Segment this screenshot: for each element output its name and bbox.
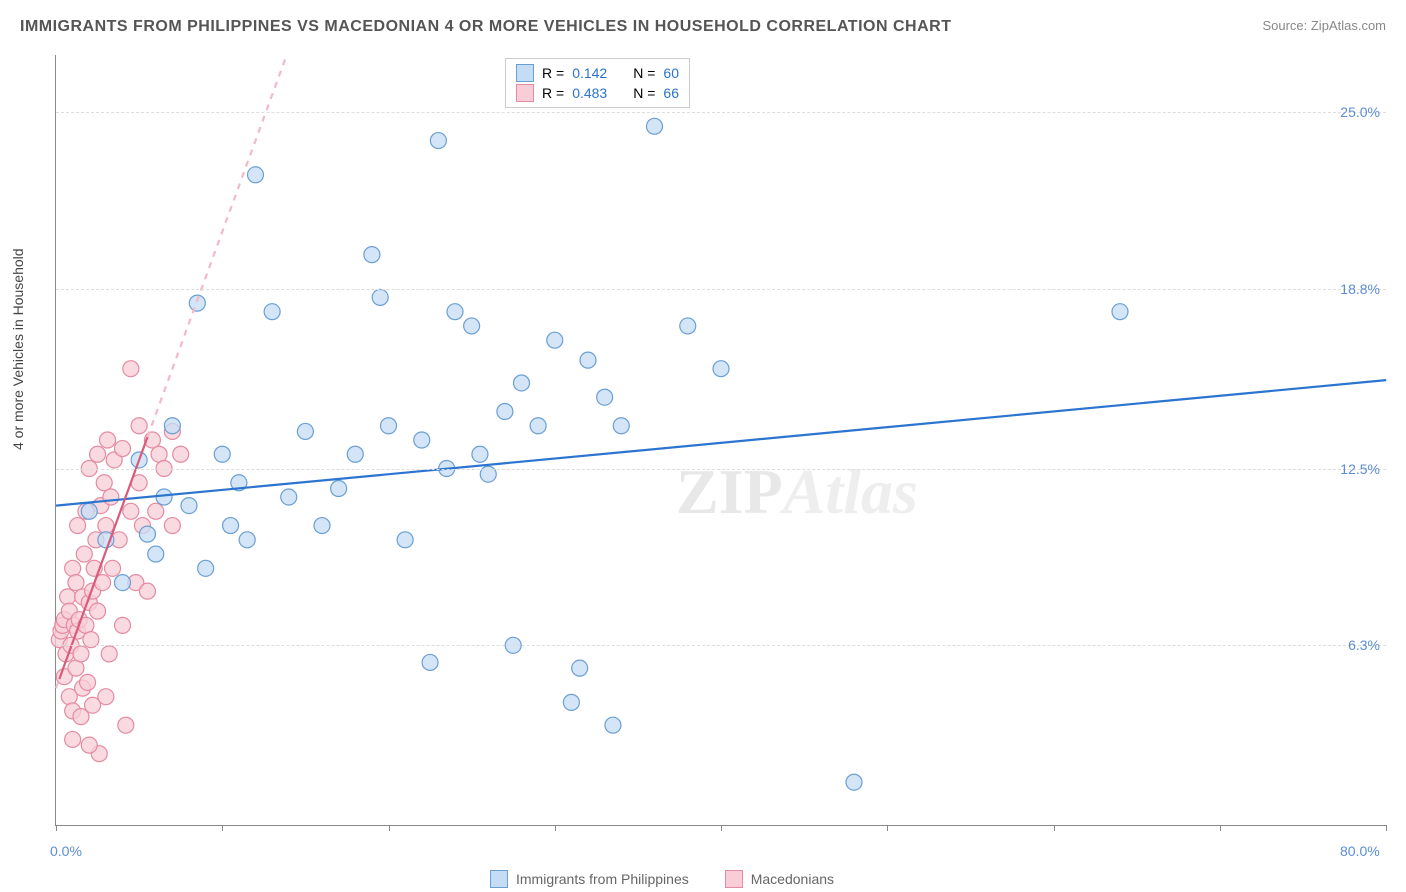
- y-tick-label: 25.0%: [1340, 104, 1380, 120]
- n-value-2: 66: [663, 85, 679, 101]
- legend-swatch-pink: [516, 84, 534, 102]
- legend-row-series1: R = 0.142 N = 60: [516, 63, 679, 83]
- legend-swatch-blue-2: [490, 870, 508, 888]
- legend-label-1: Immigrants from Philippines: [516, 871, 689, 887]
- n-label: N =: [633, 85, 655, 101]
- r-value-1: 0.142: [572, 65, 607, 81]
- legend-swatch-pink-2: [725, 870, 743, 888]
- legend-row-series2: R = 0.483 N = 66: [516, 83, 679, 103]
- r-label: R =: [542, 65, 564, 81]
- y-tick-label: 12.5%: [1340, 461, 1380, 477]
- r-label: R =: [542, 85, 564, 101]
- source-attribution: Source: ZipAtlas.com: [1262, 18, 1386, 33]
- y-tick-label: 6.3%: [1348, 637, 1380, 653]
- n-value-1: 60: [663, 65, 679, 81]
- scatter-svg: [56, 55, 1386, 825]
- legend-label-2: Macedonians: [751, 871, 834, 887]
- n-label: N =: [633, 65, 655, 81]
- legend-swatch-blue: [516, 64, 534, 82]
- x-tick-label: 0.0%: [50, 843, 82, 859]
- x-tick-label: 80.0%: [1340, 843, 1380, 859]
- r-value-2: 0.483: [572, 85, 607, 101]
- chart-plot-area: ZIPAtlas 6.3%12.5%18.8%25.0%: [55, 55, 1386, 826]
- y-axis-label: 4 or more Vehicles in Household: [10, 248, 26, 450]
- series-legend: Immigrants from Philippines Macedonians: [490, 870, 834, 888]
- chart-title: IMMIGRANTS FROM PHILIPPINES VS MACEDONIA…: [20, 18, 951, 36]
- y-tick-label: 18.8%: [1340, 281, 1380, 297]
- correlation-legend: R = 0.142 N = 60 R = 0.483 N = 66: [505, 58, 690, 108]
